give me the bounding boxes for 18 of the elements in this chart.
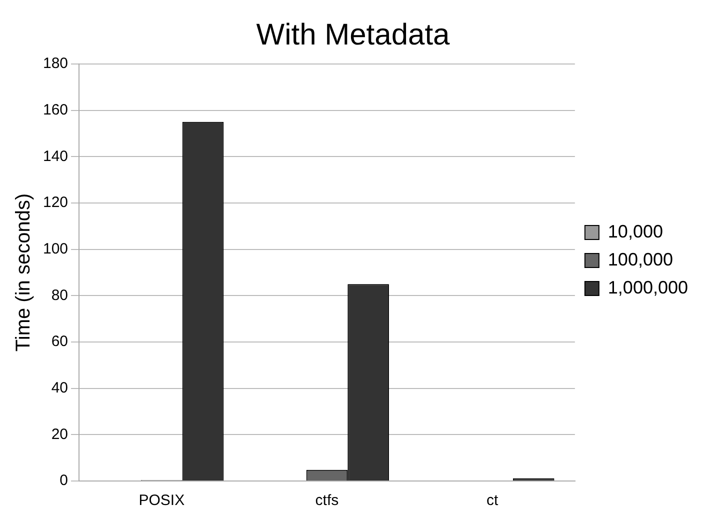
y-tick-label: 160 (42, 101, 68, 118)
x-tick-label: ctfs (315, 492, 339, 510)
chart-title: With Metadata (256, 18, 450, 52)
x-tick-label: POSIX (138, 492, 185, 510)
y-tick-label: 40 (51, 379, 68, 396)
y-tick-label: 20 (51, 426, 68, 443)
y-tick-label: 180 (42, 55, 68, 72)
y-tick-label: 0 (60, 472, 68, 490)
legend-label: 10,000 (608, 221, 663, 242)
legend-label: 100,000 (608, 249, 673, 270)
y-tick-label: 140 (42, 148, 68, 165)
y-tick-label: 100 (42, 240, 68, 258)
y-tick-label: 80 (51, 286, 68, 304)
y-axis-title: Time (in seconds) (12, 193, 35, 352)
y-tick-label: 120 (42, 194, 68, 212)
y-tick-label: 60 (51, 333, 68, 350)
x-tick-label: ct (486, 492, 499, 510)
legend-label: 1,000,000 (608, 277, 688, 298)
